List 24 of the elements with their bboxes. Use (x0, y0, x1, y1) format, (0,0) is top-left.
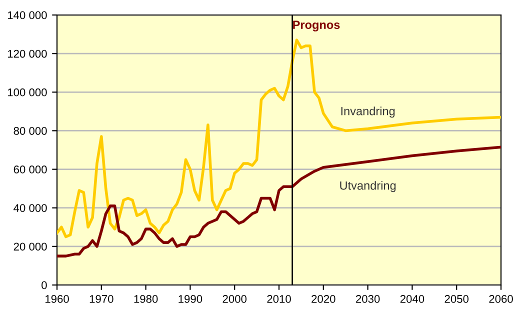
x-tick-label: 2060 (489, 295, 513, 303)
x-tick-label: 2000 (222, 295, 247, 303)
y-tick-label: 80 000 (14, 126, 47, 135)
x-tick-label: 1960 (45, 295, 69, 303)
y-tick-label: 100 000 (8, 88, 47, 96)
y-tick-label: 0 (42, 281, 47, 290)
x-tick-label: 2030 (356, 295, 380, 303)
x-tick-label: 1980 (134, 295, 158, 303)
x-tick-label: 2050 (444, 295, 469, 303)
y-tick-label: 120 000 (8, 50, 47, 58)
y-tick-label: 20 000 (14, 242, 47, 251)
series-label: Invandring (341, 106, 395, 118)
x-tick-label: 2020 (312, 295, 336, 303)
x-tick-label: 1990 (178, 295, 202, 303)
x-tick-label: 2010 (267, 295, 291, 303)
x-tick-label: 1970 (90, 295, 114, 303)
line-series (57, 146, 501, 258)
x-tick-label: 2040 (400, 295, 424, 303)
series-label: Utvandring (340, 181, 396, 192)
line-series (57, 38, 501, 238)
ref-line-label: Prognos (293, 20, 340, 32)
y-tick-label: 60 000 (14, 166, 47, 174)
y-tick-label: 140 000 (8, 11, 47, 20)
y-tick-label: 40 000 (14, 204, 47, 212)
